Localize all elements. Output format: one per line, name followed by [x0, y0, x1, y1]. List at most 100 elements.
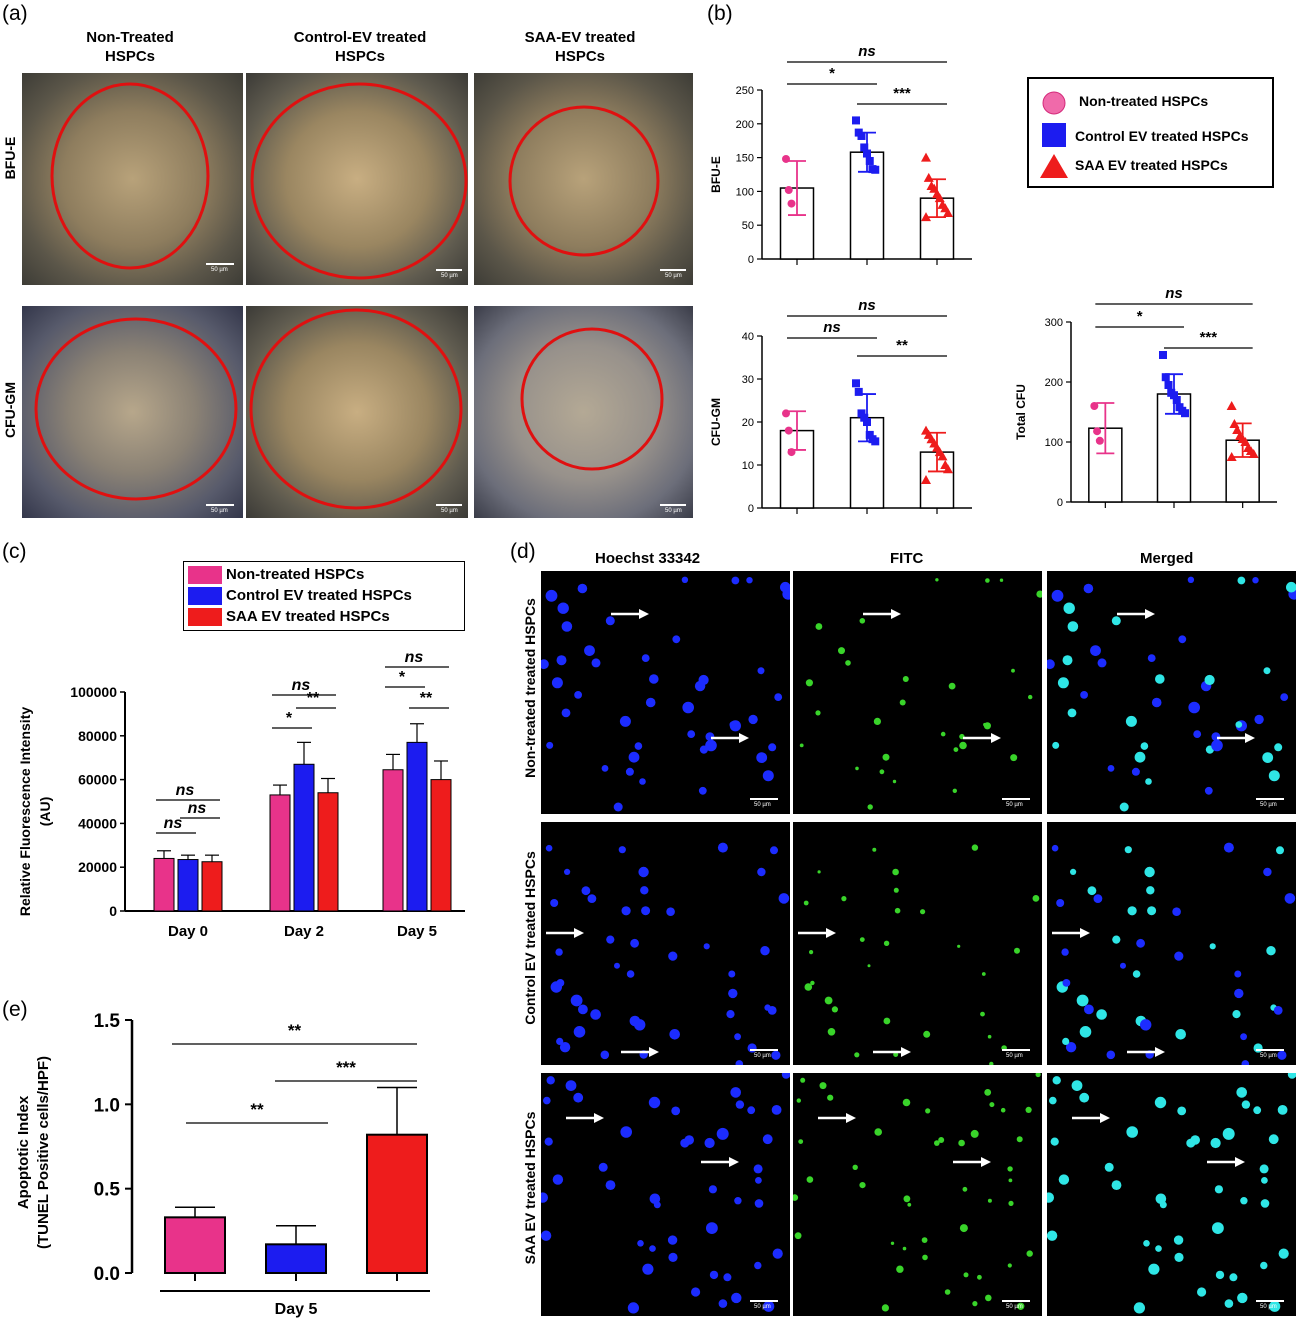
cell — [1172, 907, 1181, 916]
cell — [794, 1232, 802, 1240]
significance-label: ns — [292, 677, 311, 694]
data-point — [1090, 402, 1099, 410]
pointer-arrow-head — [639, 609, 649, 619]
bar — [265, 1243, 327, 1274]
cell — [1268, 770, 1280, 782]
cell — [614, 962, 620, 969]
cell — [544, 1137, 553, 1146]
cell — [1277, 1050, 1287, 1060]
cell — [806, 1176, 814, 1183]
scalebar-label: 50 µm — [754, 802, 771, 808]
cell — [1134, 751, 1146, 763]
bar — [293, 763, 315, 912]
cell — [705, 739, 717, 752]
scalebar — [750, 1049, 778, 1051]
cell — [734, 1033, 741, 1041]
cell — [977, 1274, 982, 1280]
significance-label: ** — [288, 1021, 302, 1040]
cell — [953, 747, 959, 752]
cell — [573, 1092, 584, 1103]
cell — [798, 1139, 804, 1144]
cell — [1067, 708, 1077, 718]
panel-d-col-title: Merged — [1140, 550, 1194, 567]
data-point — [852, 379, 860, 388]
cell — [606, 935, 615, 944]
pointer-arrow-head — [574, 928, 584, 938]
cell — [747, 1043, 757, 1053]
cell — [1269, 1300, 1281, 1312]
cell — [619, 715, 631, 727]
cell — [1204, 674, 1215, 686]
data-point — [865, 430, 874, 439]
cell — [1124, 846, 1132, 854]
fluorescence-micrograph: 50 µm — [1047, 1073, 1296, 1316]
fluorescence-cells — [1051, 842, 1296, 1065]
cell — [691, 1287, 701, 1297]
significance-label: * — [1137, 308, 1143, 325]
y-axis-label-line: (TUNEL Positive cells/HPF) — [35, 1056, 52, 1249]
y-tick-label: 30 — [742, 374, 754, 386]
cell — [726, 1010, 735, 1019]
panel-letter-d: (d) — [510, 540, 536, 563]
panel-a-col-title: Non-Treated HSPCs — [86, 29, 174, 65]
pointer-arrow-head — [991, 733, 1001, 743]
cell — [1047, 659, 1055, 670]
cell — [881, 1304, 889, 1312]
cell — [1224, 1299, 1234, 1308]
fluorescence-micrograph: 50 µm — [793, 1073, 1042, 1316]
panel-d-row-title: Control EV treated HSPCs — [522, 851, 538, 1025]
scalebar — [1002, 798, 1030, 800]
panel-a-row-title-bfu-e: BFU-E — [2, 136, 18, 180]
cell — [859, 1182, 866, 1189]
cell — [1175, 1029, 1186, 1040]
cell — [600, 1050, 610, 1060]
cell — [1155, 1193, 1167, 1205]
cell — [1154, 1096, 1167, 1109]
data-point — [863, 418, 871, 426]
cell — [1234, 970, 1242, 978]
cell — [890, 1241, 895, 1245]
cell — [1090, 645, 1101, 656]
legend-b-markers — [1040, 91, 1068, 178]
pointer-arrow-head — [649, 1047, 659, 1057]
cell — [1035, 1073, 1041, 1078]
cell — [731, 1292, 742, 1304]
cell — [981, 972, 986, 976]
cell — [1146, 886, 1155, 895]
cell — [564, 868, 571, 875]
cell — [754, 1261, 762, 1270]
fluorescence-cells — [799, 578, 1042, 810]
data-point — [787, 448, 796, 457]
x-tick-label: Day 0 — [168, 923, 208, 940]
cell — [541, 1192, 548, 1203]
significance-label: ns — [858, 297, 876, 314]
cell — [684, 1135, 694, 1145]
y-tick-label: 10 — [742, 460, 754, 472]
legend-c: Non-treated HSPCs Control EV treated HSP… — [183, 561, 465, 631]
y-axis-label-line: (AU) — [37, 797, 53, 827]
cell — [1056, 899, 1065, 907]
cell — [698, 786, 707, 795]
cell — [972, 1301, 978, 1307]
cell — [1260, 1261, 1268, 1270]
data-point — [784, 186, 793, 195]
bar — [406, 741, 428, 912]
pointer-arrow-head — [1100, 1113, 1110, 1123]
cell — [1061, 948, 1069, 956]
scalebar — [1256, 798, 1284, 800]
cell — [1148, 1263, 1160, 1275]
cell — [963, 1272, 969, 1278]
cell — [815, 710, 821, 716]
y-tick-label: 1.5 — [94, 1011, 121, 1032]
cell — [854, 1052, 860, 1058]
scalebar — [1256, 1300, 1284, 1302]
cell — [1065, 1042, 1077, 1053]
bar — [177, 859, 199, 912]
cell — [1235, 721, 1243, 728]
cell — [1261, 1177, 1268, 1184]
cell — [1173, 1235, 1184, 1245]
bar — [430, 779, 452, 912]
data-point — [921, 475, 931, 485]
cell — [703, 943, 710, 950]
significance-label: ** — [250, 1100, 264, 1119]
